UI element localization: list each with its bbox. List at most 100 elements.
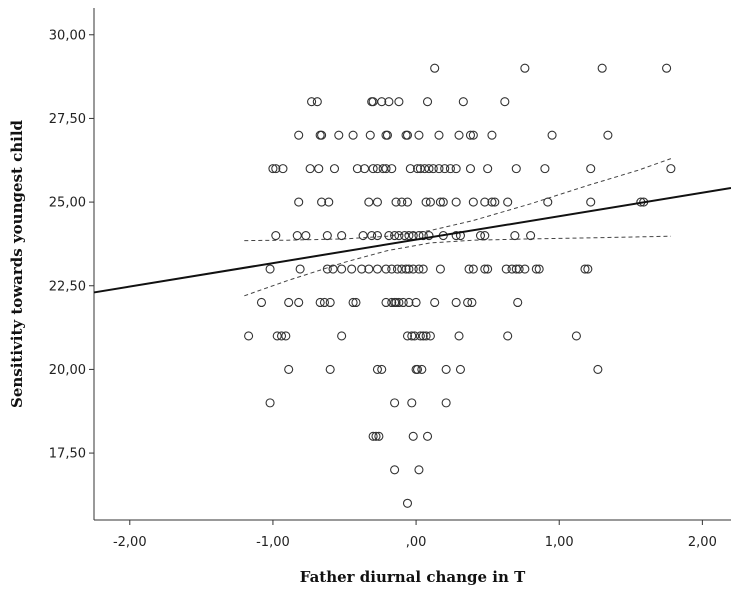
data-point bbox=[374, 431, 384, 441]
data-point bbox=[514, 264, 524, 274]
data-point bbox=[407, 398, 417, 408]
data-point bbox=[382, 130, 392, 140]
data-point bbox=[501, 264, 511, 274]
data-point bbox=[415, 164, 425, 174]
regression-line bbox=[93, 187, 731, 294]
data-point bbox=[315, 297, 325, 308]
data-point bbox=[520, 264, 530, 274]
axes bbox=[93, 8, 731, 521]
data-point bbox=[372, 231, 382, 241]
data-point bbox=[294, 197, 304, 207]
data-point bbox=[526, 231, 536, 241]
regression-line-group bbox=[93, 187, 731, 294]
y-tick-label: 20,00 bbox=[49, 363, 86, 378]
data-point bbox=[463, 297, 473, 308]
data-point bbox=[408, 431, 418, 441]
data-point bbox=[256, 297, 267, 308]
data-point bbox=[387, 297, 397, 308]
data-point bbox=[281, 331, 291, 341]
data-point bbox=[412, 164, 423, 174]
data-point bbox=[402, 130, 413, 140]
data-point bbox=[384, 231, 394, 241]
data-point bbox=[451, 231, 461, 241]
data-point bbox=[334, 130, 344, 140]
data-point bbox=[571, 331, 581, 341]
data-point bbox=[441, 398, 451, 408]
y-tick-label: 22,50 bbox=[49, 279, 86, 294]
data-point bbox=[352, 164, 362, 174]
data-point bbox=[475, 231, 486, 241]
x-tick-label: -2,00 bbox=[113, 535, 147, 550]
data-point bbox=[593, 364, 603, 374]
x-axis-title: Father diurnal change in T bbox=[300, 568, 526, 586]
data-point bbox=[580, 264, 590, 274]
data-point bbox=[441, 364, 451, 374]
data-point bbox=[421, 197, 431, 207]
data-point bbox=[381, 297, 391, 308]
data-point bbox=[384, 97, 394, 107]
data-point bbox=[520, 63, 530, 73]
ci-upper-line bbox=[244, 158, 672, 242]
data-point bbox=[435, 264, 445, 274]
data-point bbox=[511, 264, 521, 274]
data-point bbox=[422, 431, 433, 441]
data-point bbox=[480, 197, 490, 207]
data-point bbox=[292, 231, 302, 241]
data-point bbox=[420, 164, 430, 174]
data-point bbox=[445, 164, 455, 174]
data-point bbox=[430, 297, 440, 308]
data-point bbox=[534, 264, 544, 274]
y-tick-label: 30,00 bbox=[49, 28, 86, 43]
data-point bbox=[405, 164, 415, 174]
data-point bbox=[465, 164, 476, 174]
data-point bbox=[372, 197, 382, 207]
data-point bbox=[458, 97, 468, 107]
data-point bbox=[402, 498, 413, 508]
data-point bbox=[402, 331, 413, 341]
data-point bbox=[324, 197, 334, 207]
x-tick-label: -1,00 bbox=[256, 535, 290, 550]
data-point bbox=[404, 264, 414, 274]
data-point bbox=[319, 297, 330, 308]
data-point bbox=[510, 231, 520, 241]
data-point bbox=[284, 297, 294, 308]
data-point bbox=[468, 197, 478, 207]
data-point bbox=[348, 130, 358, 140]
data-point bbox=[314, 164, 324, 174]
data-point bbox=[468, 264, 478, 274]
x-tick-label: 2,00 bbox=[688, 535, 717, 550]
data-point bbox=[434, 164, 444, 174]
data-point bbox=[454, 130, 464, 140]
data-point bbox=[507, 264, 517, 274]
data-point bbox=[271, 164, 281, 174]
data-point bbox=[503, 331, 513, 341]
data-point bbox=[372, 364, 382, 374]
data-point bbox=[271, 231, 281, 241]
data-point bbox=[468, 130, 478, 140]
data-point bbox=[392, 264, 403, 274]
data-point bbox=[404, 297, 414, 308]
data-point bbox=[583, 264, 593, 274]
data-point bbox=[414, 264, 424, 274]
data-point bbox=[272, 331, 282, 341]
data-point bbox=[322, 264, 332, 274]
data-point bbox=[480, 264, 490, 274]
data-point bbox=[391, 297, 401, 308]
data-point bbox=[387, 164, 397, 174]
data-point bbox=[418, 264, 428, 274]
data-point bbox=[337, 331, 347, 341]
data-point bbox=[467, 297, 477, 308]
data-point bbox=[418, 331, 428, 341]
data-point bbox=[317, 130, 327, 140]
data-point bbox=[414, 465, 424, 475]
data-point bbox=[390, 398, 400, 408]
data-point bbox=[387, 264, 397, 274]
data-point bbox=[424, 164, 434, 174]
data-point bbox=[398, 297, 408, 308]
data-point bbox=[662, 63, 672, 73]
data-point bbox=[408, 264, 418, 274]
data-point bbox=[397, 197, 407, 207]
y-tick-label: 25,00 bbox=[49, 196, 86, 211]
data-point bbox=[307, 97, 317, 107]
data-point bbox=[397, 264, 407, 274]
